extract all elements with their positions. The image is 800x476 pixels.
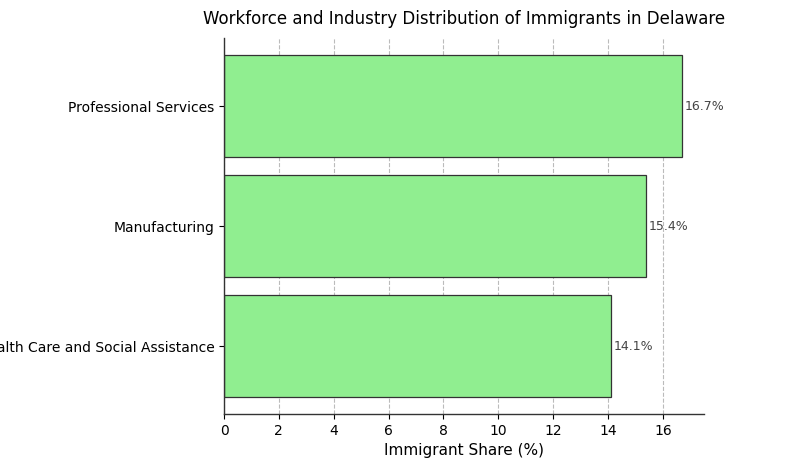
- Text: 16.7%: 16.7%: [685, 99, 725, 113]
- Bar: [224, 295, 610, 397]
- Bar: [224, 175, 646, 277]
- Bar: [224, 55, 682, 157]
- Text: 15.4%: 15.4%: [649, 219, 689, 233]
- Title: Workforce and Industry Distribution of Immigrants in Delaware: Workforce and Industry Distribution of I…: [203, 10, 725, 28]
- Text: 14.1%: 14.1%: [614, 339, 653, 353]
- X-axis label: Immigrant Share (%): Immigrant Share (%): [384, 444, 544, 458]
